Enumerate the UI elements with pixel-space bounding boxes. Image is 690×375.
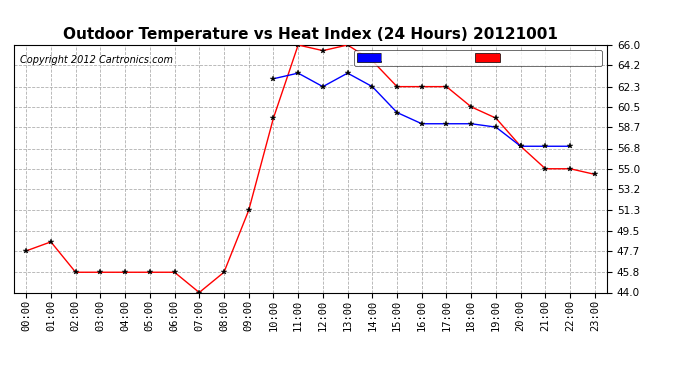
Text: Copyright 2012 Cartronics.com: Copyright 2012 Cartronics.com bbox=[20, 55, 172, 65]
Title: Outdoor Temperature vs Heat Index (24 Hours) 20121001: Outdoor Temperature vs Heat Index (24 Ho… bbox=[63, 27, 558, 42]
Legend: Heat Index  (°F), Temperature  (°F): Heat Index (°F), Temperature (°F) bbox=[354, 50, 602, 66]
